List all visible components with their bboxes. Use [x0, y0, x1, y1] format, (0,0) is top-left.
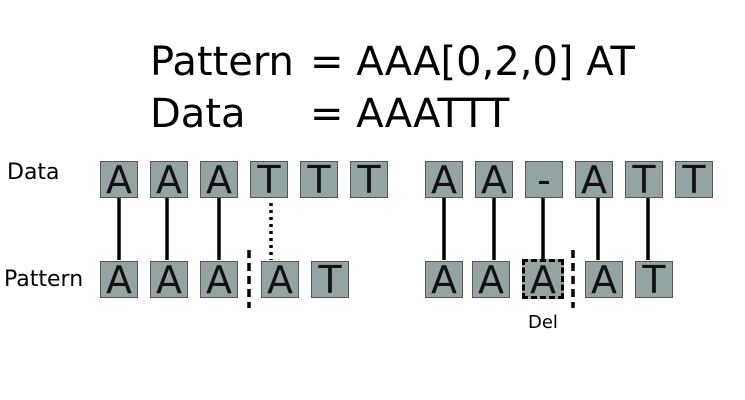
left-pattern-cell: A — [200, 261, 238, 298]
left-data-cell: A — [200, 161, 238, 198]
right-pattern-cell: A — [472, 261, 510, 298]
left-pattern-cell: A — [150, 261, 188, 298]
left-pattern-cell: A — [100, 261, 138, 298]
left-data-cell: A — [100, 161, 138, 198]
left-data-cell: A — [150, 161, 188, 198]
right-pattern-cell: A — [425, 261, 463, 298]
left-pattern-cell: A — [261, 261, 299, 298]
deletion-label: Del — [528, 312, 558, 333]
data-definition: Data = AAATTT — [150, 94, 509, 134]
right-data-gap-cell: - — [525, 161, 563, 198]
right-pattern-cell: T — [635, 261, 673, 298]
left-data-cell: T — [300, 161, 338, 198]
data-key: Data — [150, 91, 246, 137]
right-data-cell: T — [675, 161, 713, 198]
pattern-definition: Pattern = AAA[0,2,0] AT — [150, 42, 635, 82]
left-data-cell: T — [350, 161, 388, 198]
pattern-value: = AAA[0,2,0] AT — [310, 39, 635, 85]
data-value: = AAATTT — [310, 91, 510, 137]
pattern-row-label: Pattern — [4, 267, 84, 292]
right-data-cell: A — [475, 161, 513, 198]
deleted-pattern-cell: A — [522, 259, 564, 299]
data-row-label: Data — [7, 160, 60, 185]
left-data-cell: T — [250, 161, 288, 198]
right-pattern-cell: A — [585, 261, 623, 298]
right-data-cell: A — [575, 161, 613, 198]
right-data-cell: A — [425, 161, 463, 198]
pattern-key: Pattern — [150, 39, 294, 85]
left-pattern-cell: T — [311, 261, 349, 298]
right-data-cell: T — [625, 161, 663, 198]
